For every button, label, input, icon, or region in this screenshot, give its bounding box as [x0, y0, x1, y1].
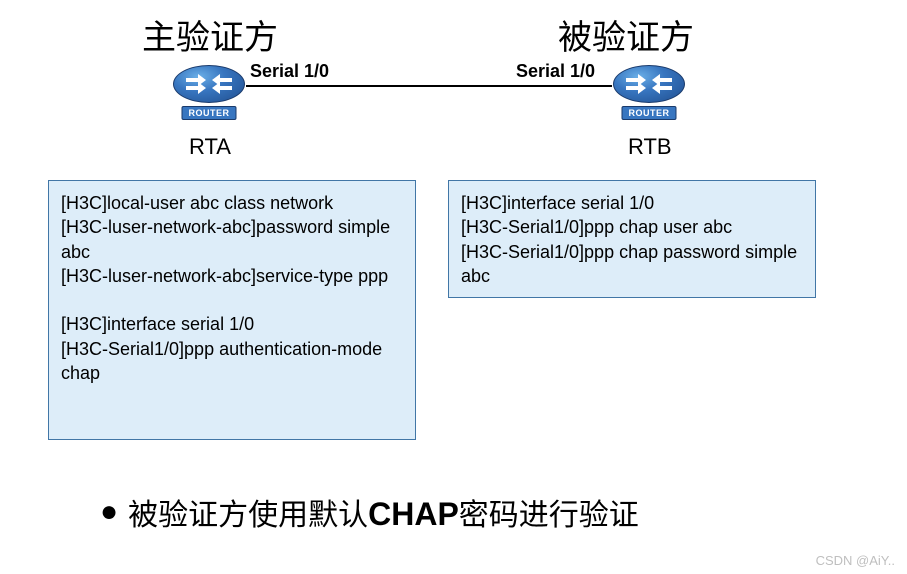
router-arrows-icon — [624, 72, 674, 96]
title-supplicant: 被验证方 — [558, 10, 694, 59]
link-line — [246, 85, 612, 87]
bullet-text: 被验证方使用默认CHAP密码进行验证 — [128, 490, 639, 534]
bullet-icon: ● — [100, 495, 118, 529]
bullet-description: ● 被验证方使用默认CHAP密码进行验证 — [100, 490, 639, 534]
config-box-rta: [H3C]local-user abc class network [H3C-l… — [48, 180, 416, 440]
config-box-rtb: [H3C]interface serial 1/0 [H3C-Serial1/0… — [448, 180, 816, 298]
router-icon — [173, 65, 245, 103]
device-name-rtb: RTB — [628, 134, 672, 160]
bullet-suffix: 密码进行验证 — [459, 499, 639, 532]
watermark: CSDN @AiY.. — [816, 553, 895, 568]
bullet-bold: CHAP — [368, 496, 459, 532]
interface-label-right: Serial 1/0 — [516, 61, 595, 82]
router-label: ROUTER — [622, 106, 677, 120]
interface-label-left: Serial 1/0 — [250, 61, 329, 82]
router-label: ROUTER — [182, 106, 237, 120]
title-authenticator: 主验证方 — [142, 10, 278, 59]
router-rta: ROUTER — [173, 65, 245, 120]
router-rtb: ROUTER — [613, 65, 685, 120]
router-icon — [613, 65, 685, 103]
bullet-prefix: 被验证方使用默认 — [128, 499, 368, 532]
device-name-rta: RTA — [189, 134, 231, 160]
router-arrows-icon — [184, 72, 234, 96]
